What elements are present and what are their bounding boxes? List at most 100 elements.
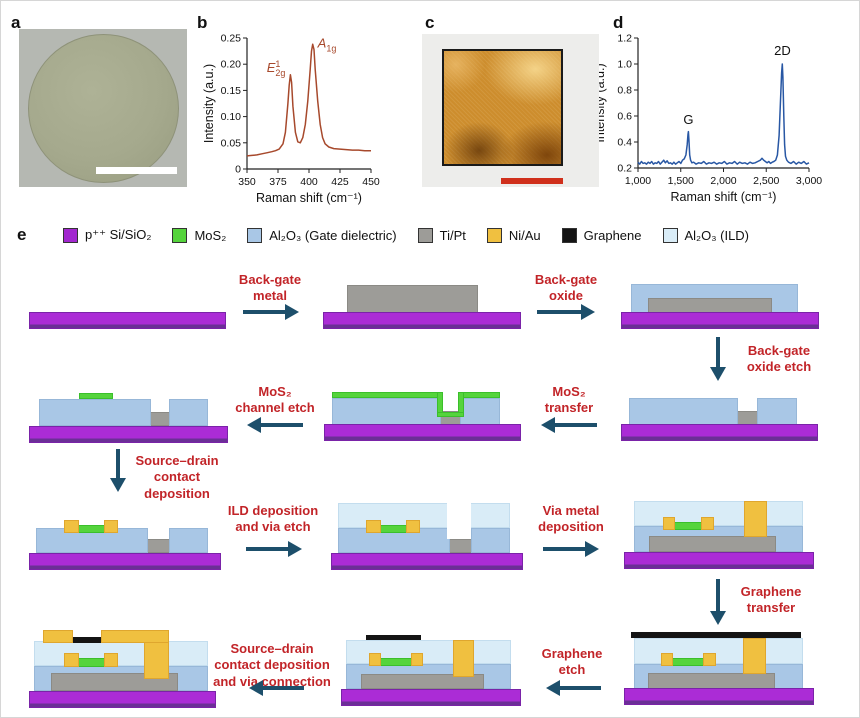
step4-oxide-left [629, 398, 738, 425]
swatch-ild [662, 227, 678, 243]
svg-text:0.2: 0.2 [617, 163, 632, 175]
step2-gate-metal [347, 285, 478, 313]
legend-item-niau: Ni/Au [486, 227, 541, 243]
legend-item-graphene: Graphene [561, 227, 642, 243]
step12-top-drain-contact [101, 630, 169, 643]
arrow-sd-contact-deposition [110, 449, 126, 492]
step-label-back-gate-metal: Back-gate metal [238, 272, 302, 304]
step-label-graphene-etch: Graphene etch [541, 646, 603, 678]
swatch-tipt [417, 227, 433, 243]
panel-label-d: d [613, 13, 624, 32]
step-label-back-gate-oxide: Back-gate oxide [534, 272, 598, 304]
svg-text:450: 450 [362, 176, 380, 188]
step12-via-connection [144, 642, 169, 679]
swatch-niau [486, 227, 502, 243]
svg-text:350: 350 [238, 176, 256, 188]
scale-bar-red [501, 178, 563, 184]
swatch-substrate [63, 227, 78, 243]
step12-source-contact [64, 653, 79, 667]
svg-text:Intensity (a.u.): Intensity (a.u.) [202, 64, 216, 143]
step-label-sd-contact-via-connection: Source–drain contact deposition and via … [213, 641, 331, 689]
svg-text:0.4: 0.4 [617, 137, 632, 149]
arrow-via-metal-deposition [543, 541, 599, 557]
step3-substrate [621, 312, 819, 329]
svg-text:0.8: 0.8 [617, 85, 632, 97]
step12-substrate [29, 691, 216, 708]
panel-label-a: a [11, 13, 21, 32]
raman-spectrum-mos2: 350 375 400 425 450 0 0.05 0.10 0.15 0.20 0.25 Rama… [202, 33, 380, 206]
step11-via-pillar [453, 640, 474, 677]
svg-text:2,500: 2,500 [753, 175, 779, 187]
swatch-graphene [561, 227, 577, 243]
step-label-graphene-transfer: Graphene transfer [740, 584, 802, 616]
step9-via-pillar [744, 501, 767, 537]
panel-label-c: c [425, 13, 435, 32]
step10-graphene-sheet [631, 632, 801, 638]
step-label-mos2-channel-etch: MoS₂ channel etch [235, 384, 315, 416]
step12-top-source-contact [43, 630, 73, 643]
step7-drain-contact [104, 520, 118, 533]
svg-text:425: 425 [331, 176, 349, 188]
svg-text:1.2: 1.2 [617, 33, 632, 45]
arrow-sd-contact-via-connection [249, 680, 304, 696]
svg-text:0.10: 0.10 [221, 111, 242, 123]
step6-mos2-channel [79, 393, 113, 399]
step11-gate-metal [361, 674, 484, 689]
step5-oxide-right [460, 398, 500, 425]
step11-source-contact [369, 653, 381, 666]
step-label-mos2-transfer: MoS₂ transfer [544, 384, 594, 416]
step12-ild [34, 641, 208, 666]
step10-source-contact [661, 653, 673, 666]
step11-graphene-strip [366, 635, 421, 641]
step8-via-hole [447, 503, 471, 539]
materials-legend: p⁺⁺ Si/SiO₂ MoS₂ Al₂O₃ (Gate dielectric)… [63, 227, 749, 243]
svg-text:2D: 2D [774, 43, 791, 58]
afm-panel [422, 34, 599, 187]
step9-drain-contact [701, 517, 714, 530]
step2-substrate [323, 312, 521, 329]
step4-oxide-right [757, 398, 797, 425]
step9-substrate [624, 552, 814, 569]
svg-text:Intensity (a.u.): Intensity (a.u.) [599, 63, 607, 142]
arrow-back-gate-oxide-etch [710, 337, 726, 381]
step10-gate-metal [648, 673, 775, 689]
step-label-ild-deposition: ILD deposition and via etch [227, 503, 319, 535]
svg-text:0.15: 0.15 [221, 85, 242, 97]
svg-text:G: G [683, 112, 693, 127]
step6-oxide-right [169, 399, 208, 426]
svg-text:375: 375 [269, 176, 287, 188]
arrow-back-gate-oxide [537, 304, 595, 320]
step10-substrate [624, 688, 814, 705]
svg-text:1,500: 1,500 [668, 175, 694, 187]
legend-item-mos2: MoS₂ [172, 227, 226, 243]
step10-via-pillar [743, 638, 766, 674]
step5-mos2-trench-bottom [437, 412, 464, 417]
step8-source-contact [366, 520, 381, 533]
step-label-back-gate-oxide-etch: Back-gate oxide etch [746, 343, 812, 375]
step7-oxide-right [169, 528, 208, 553]
arrow-graphene-etch [546, 680, 601, 696]
arrow-mos2-transfer [541, 417, 597, 433]
step8-substrate [331, 553, 523, 570]
step3-gate-metal [648, 298, 772, 313]
step4-substrate [621, 424, 818, 441]
step12-graphene-strip [61, 637, 111, 643]
svg-text:400: 400 [300, 176, 318, 188]
arrow-mos2-channel-etch [247, 417, 303, 433]
step8-ild [338, 503, 510, 528]
step8-oxide-right [471, 528, 510, 553]
wafer-disc [28, 34, 179, 183]
svg-text:0.05: 0.05 [221, 137, 242, 149]
step7-substrate [29, 553, 221, 570]
svg-text:0.20: 0.20 [221, 59, 242, 71]
legend-item-ild: Al₂O₃ (ILD) [662, 227, 749, 243]
legend-item-gate-dielectric: Al₂O₃ (Gate dielectric) [247, 227, 397, 243]
svg-text:1,000: 1,000 [625, 175, 651, 187]
step11-drain-contact [411, 653, 423, 666]
svg-text:0.25: 0.25 [221, 33, 242, 45]
step5-substrate [324, 424, 521, 441]
wafer-photo [19, 29, 187, 187]
step9-source-contact [663, 517, 675, 530]
